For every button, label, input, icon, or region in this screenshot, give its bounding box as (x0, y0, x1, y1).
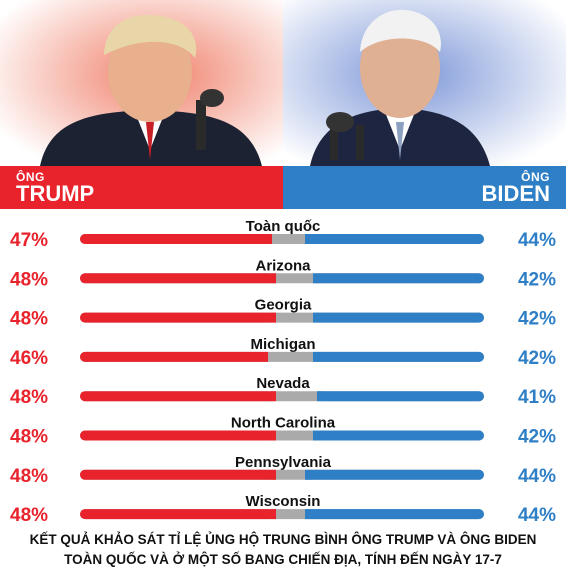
biden-bar-end (317, 391, 323, 402)
biden-bar-end (313, 273, 319, 284)
biden-bar (314, 273, 484, 284)
biden-value-label: 42% (518, 427, 556, 448)
biden-value-label: 44% (518, 466, 556, 487)
biden-bar-end (313, 351, 319, 362)
biden-value-label: 44% (518, 230, 556, 251)
biden-bar-end (305, 509, 311, 520)
candidate-header: ÔNG TRUMP ÔNG BIDEN (0, 166, 566, 209)
trump-bar (80, 234, 270, 244)
trump-value-label: 48% (10, 427, 48, 448)
state-label: Wisconsin (246, 493, 321, 510)
trump-name: TRUMP (16, 181, 95, 206)
state-label: Georgia (255, 297, 312, 314)
trump-value-label: 48% (10, 505, 48, 526)
biden-value-label: 41% (518, 387, 556, 408)
biden-name: BIDEN (481, 181, 550, 206)
trump-prefix: ÔNG (16, 170, 45, 184)
trump-bar (80, 351, 266, 362)
biden-bar-end (305, 234, 311, 244)
candidates-photo (0, 0, 566, 166)
trump-value-label: 48% (10, 387, 48, 408)
trump-value-label: 47% (10, 230, 48, 251)
biden-bar (306, 509, 484, 520)
biden-portrait (310, 9, 490, 166)
state-label: Pennsylvania (235, 454, 332, 471)
biden-band (283, 166, 566, 209)
poll-chart: Toàn quốc 47% 44% Arizona 48% 42% Georgia 48% 42… (10, 218, 556, 526)
trump-bar (80, 312, 274, 323)
trump-bar (80, 509, 274, 520)
trump-value-label: 48% (10, 309, 48, 330)
state-label: North Carolina (231, 415, 336, 432)
biden-bar-end (313, 312, 319, 323)
state-label: Toàn quốc (246, 218, 321, 235)
trump-bar-end (270, 469, 276, 480)
state-label: Arizona (255, 257, 311, 274)
trump-bar-end (270, 509, 276, 520)
biden-bar (318, 391, 484, 402)
trump-bar (80, 391, 274, 402)
biden-bar (306, 469, 484, 480)
trump-bar-end (262, 351, 268, 362)
trump-value-label: 46% (10, 348, 48, 369)
biden-bar (314, 430, 484, 441)
biden-bar (314, 351, 484, 362)
caption-line-1: KẾT QUẢ KHẢO SÁT TỈ LỆ ỦNG HỘ TRUNG BÌNH… (29, 532, 537, 547)
state-label: Michigan (250, 336, 315, 353)
trump-bar-end (270, 391, 276, 402)
biden-bar-end (305, 469, 311, 480)
biden-value-label: 42% (518, 309, 556, 330)
trump-bar-end (266, 234, 272, 244)
biden-prefix: ÔNG (521, 170, 550, 184)
state-label: Nevada (256, 375, 310, 392)
trump-bar (80, 430, 274, 441)
trump-bar-end (270, 273, 276, 284)
trump-band (0, 166, 283, 209)
trump-bar (80, 273, 274, 284)
biden-bar (314, 312, 484, 323)
chart-caption: KẾT QUẢ KHẢO SÁT TỈ LỆ ỦNG HỘ TRUNG BÌNH… (0, 530, 566, 570)
biden-value-label: 42% (518, 269, 556, 290)
biden-bar-end (313, 430, 319, 441)
trump-bar-end (270, 312, 276, 323)
trump-value-label: 48% (10, 269, 48, 290)
trump-value-label: 48% (10, 466, 48, 487)
biden-bar (306, 234, 484, 244)
trump-bar (80, 469, 274, 480)
caption-line-2: TOÀN QUỐC VÀ Ở MỘT SỐ BANG CHIẾN ĐỊA, TÍ… (64, 552, 502, 567)
trump-portrait (40, 15, 262, 166)
biden-value-label: 44% (518, 505, 556, 526)
biden-value-label: 42% (518, 348, 556, 369)
trump-bar-end (270, 430, 276, 441)
